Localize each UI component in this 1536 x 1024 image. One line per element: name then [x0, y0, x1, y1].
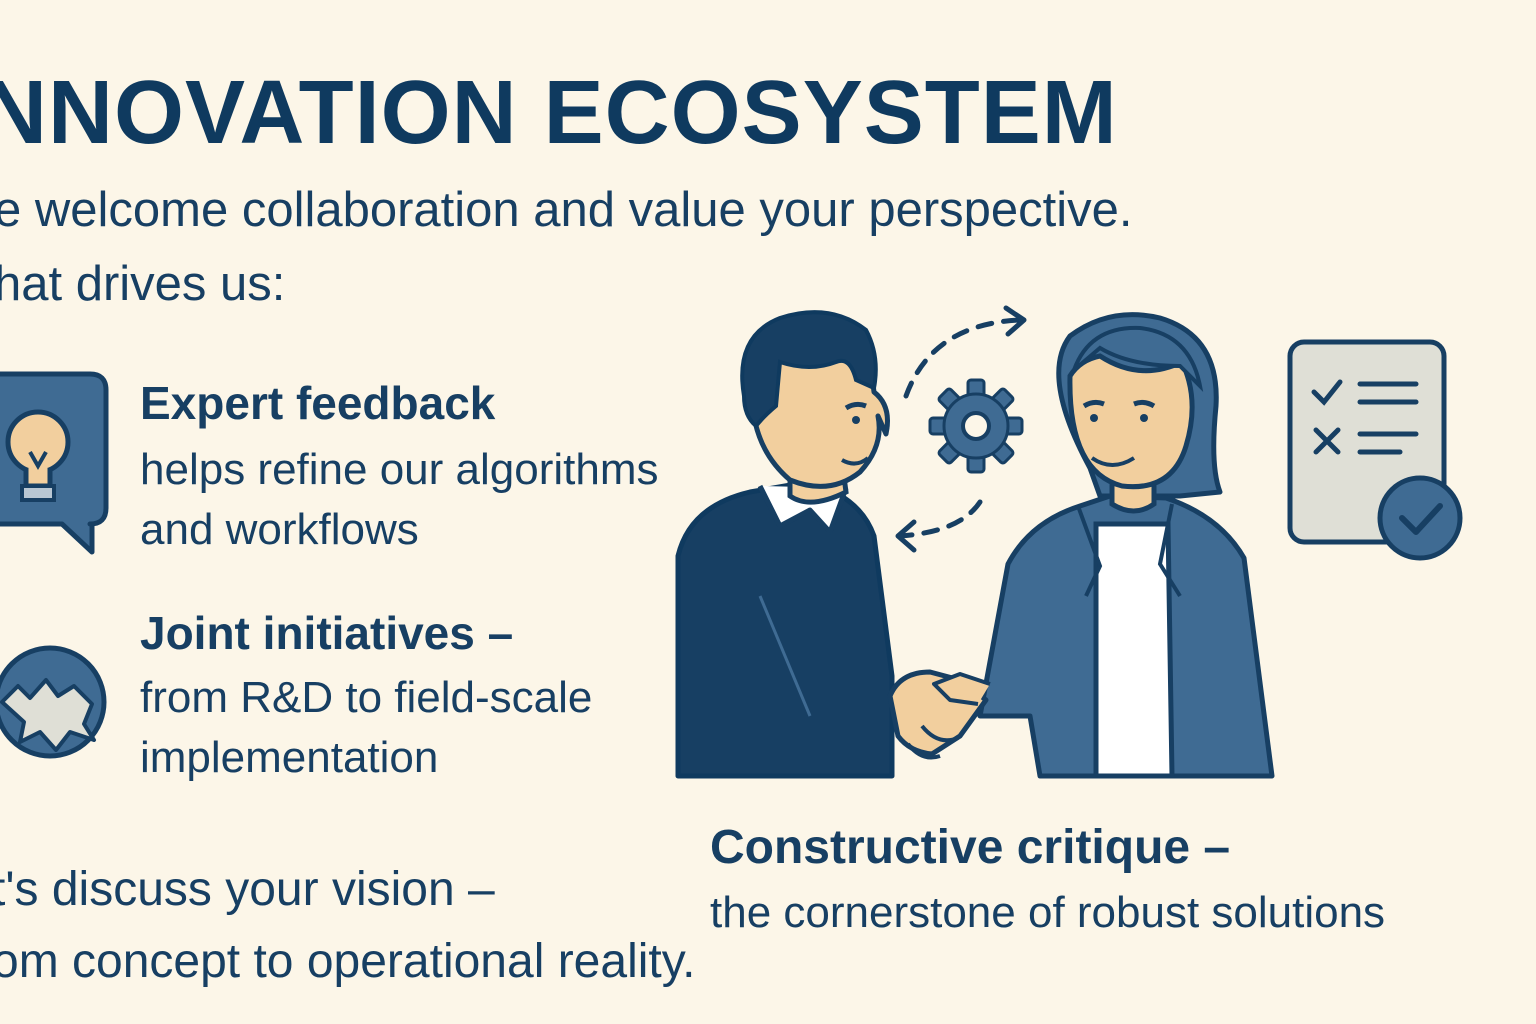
woman-figure — [977, 312, 1275, 779]
check-badge-icon — [1377, 475, 1463, 561]
lightbulb-speech-bubble-icon — [0, 371, 109, 555]
expert-feedback-line-1: helps refine our algorithms — [140, 445, 659, 494]
checklist-icon — [1287, 339, 1463, 561]
puzzle-circle-icon — [0, 645, 107, 759]
gear-icon — [928, 378, 1024, 474]
constructive-critique-heading: Constructive critique – — [710, 821, 1231, 874]
expert-feedback-line-2: and workflows — [140, 505, 419, 554]
expert-feedback-heading: Expert feedback — [140, 377, 496, 429]
cta-line-2: om concept to operational reality. — [0, 935, 696, 988]
joint-initiatives-body: from R&D to field-scale implementation — [140, 668, 592, 788]
intro-line-1: e welcome collaboration and value your p… — [0, 183, 1133, 237]
page-title: NNOVATION ECOSYSTEM — [0, 63, 1118, 163]
constructive-critique-body: the cornerstone of robust solutions — [710, 888, 1386, 937]
collaboration-illustration — [675, 305, 1275, 779]
man-figure — [675, 310, 895, 779]
cta-line-1: t's discuss your vision – — [0, 863, 495, 916]
joint-initiatives-line-2: implementation — [140, 733, 439, 782]
handshake — [887, 669, 991, 760]
joint-initiatives-line-1: from R&D to field-scale — [140, 673, 593, 722]
cycle-arrows-icon — [895, 305, 1027, 553]
joint-initiatives-heading: Joint initiatives – — [140, 607, 514, 659]
expert-feedback-body: helps refine our algorithms and workflow… — [140, 440, 658, 560]
intro-line-2: hat drives us: — [0, 257, 286, 311]
